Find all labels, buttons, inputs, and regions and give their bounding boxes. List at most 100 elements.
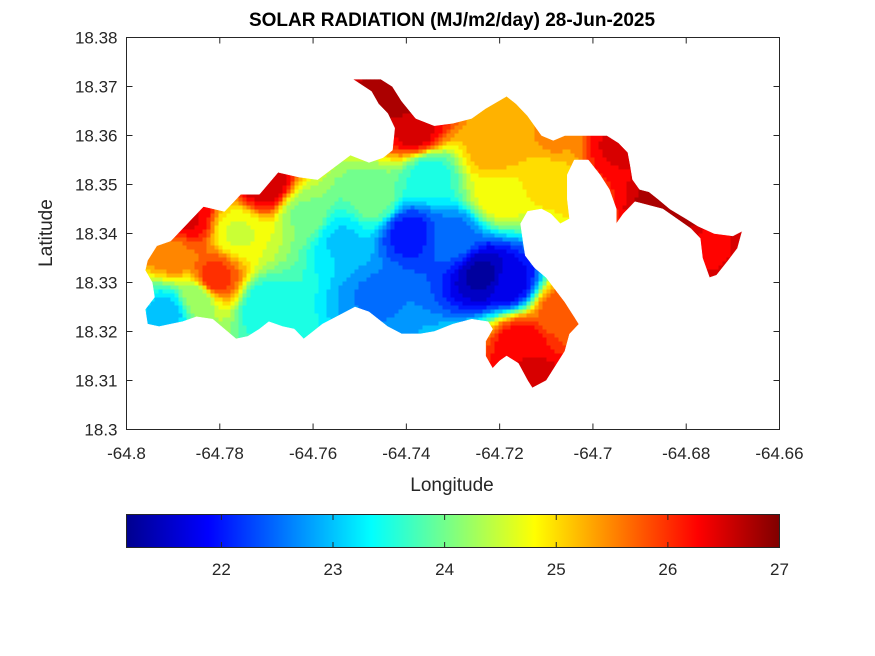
field-cell bbox=[406, 133, 411, 138]
field-cell bbox=[622, 153, 627, 158]
field-cell bbox=[578, 145, 583, 150]
field-cell bbox=[430, 125, 435, 130]
field-cell bbox=[378, 85, 383, 90]
field-cell bbox=[466, 117, 471, 122]
field-cell bbox=[426, 137, 431, 142]
field-cell bbox=[554, 149, 559, 154]
field-cell bbox=[458, 145, 463, 150]
field-cell bbox=[558, 141, 563, 146]
field-cell bbox=[510, 121, 515, 126]
field-cell bbox=[486, 113, 491, 118]
field-cell bbox=[458, 153, 463, 158]
field-cell bbox=[358, 157, 363, 162]
field-cell bbox=[390, 97, 395, 102]
field-cell bbox=[498, 153, 503, 158]
field-cell bbox=[502, 113, 507, 118]
field-cell bbox=[370, 79, 375, 82]
field-cell bbox=[490, 149, 495, 154]
field-cell bbox=[482, 145, 487, 150]
field-cell bbox=[438, 145, 443, 150]
field-cell bbox=[358, 81, 363, 86]
field-cell bbox=[490, 125, 495, 130]
field-cell bbox=[450, 145, 455, 150]
field-cell bbox=[590, 141, 595, 146]
field-cell bbox=[434, 125, 439, 130]
field-cell bbox=[514, 145, 519, 150]
field-cell bbox=[398, 101, 403, 106]
field-cell bbox=[578, 149, 583, 154]
field-cell bbox=[402, 153, 407, 158]
field-cell bbox=[414, 141, 419, 146]
field-cell bbox=[466, 145, 471, 150]
field-cell bbox=[394, 93, 399, 98]
field-cell bbox=[414, 153, 419, 158]
field-cell bbox=[394, 105, 399, 110]
field-cell bbox=[494, 125, 499, 130]
field-cell bbox=[466, 125, 471, 130]
field-cell bbox=[374, 81, 379, 86]
field-cell bbox=[450, 125, 455, 130]
field-cell bbox=[514, 117, 519, 122]
field-cell bbox=[398, 141, 403, 146]
field-cell bbox=[414, 149, 419, 154]
field-cell bbox=[598, 141, 603, 146]
field-cell bbox=[506, 109, 511, 114]
field-cell bbox=[478, 133, 483, 138]
field-cell bbox=[494, 149, 499, 154]
field-cell bbox=[462, 129, 467, 134]
field-cell bbox=[538, 145, 543, 150]
field-cell bbox=[426, 125, 431, 130]
field-cell bbox=[598, 137, 603, 142]
field-cell bbox=[558, 153, 563, 158]
field-cell bbox=[602, 149, 607, 154]
field-cell bbox=[534, 141, 539, 146]
field-cell bbox=[486, 141, 491, 146]
field-cell bbox=[366, 81, 371, 86]
field-cell bbox=[406, 125, 411, 130]
field-cell bbox=[614, 145, 619, 150]
field-cell bbox=[454, 133, 459, 138]
field-cell bbox=[438, 129, 443, 134]
field-cell bbox=[574, 153, 579, 158]
field-cell bbox=[394, 117, 399, 122]
field-cell bbox=[494, 121, 499, 126]
field-cell bbox=[386, 157, 391, 162]
field-cell bbox=[470, 125, 475, 130]
field-cell bbox=[418, 157, 423, 162]
field-cell bbox=[502, 109, 507, 114]
field-cell bbox=[466, 121, 471, 126]
field-cell bbox=[434, 153, 439, 158]
field-cell bbox=[390, 89, 395, 94]
field-cell bbox=[482, 109, 487, 114]
field-cell bbox=[358, 79, 363, 82]
field-cell bbox=[586, 149, 591, 154]
field-cell bbox=[526, 145, 531, 150]
field-cell bbox=[510, 153, 515, 158]
field-cell bbox=[606, 153, 611, 158]
field-cell bbox=[406, 113, 411, 118]
field-cell bbox=[522, 153, 527, 158]
field-cell bbox=[398, 129, 403, 134]
field-cell bbox=[430, 141, 435, 146]
field-cell bbox=[398, 109, 403, 114]
field-cell bbox=[498, 137, 503, 142]
field-cell bbox=[398, 149, 403, 154]
field-cell bbox=[506, 105, 511, 110]
field-cell bbox=[478, 153, 483, 158]
field-cell bbox=[434, 133, 439, 138]
field-cell bbox=[454, 129, 459, 134]
field-cell bbox=[530, 149, 535, 154]
field-cell bbox=[386, 93, 391, 98]
field-cell bbox=[450, 137, 455, 142]
field-cell bbox=[478, 129, 483, 134]
field-cell bbox=[606, 137, 611, 142]
field-cell bbox=[406, 121, 411, 126]
field-cell bbox=[598, 153, 603, 158]
field-cell bbox=[558, 137, 563, 142]
field-cell bbox=[382, 81, 387, 86]
field-cell bbox=[522, 125, 527, 130]
field-cell bbox=[570, 149, 575, 154]
field-cell bbox=[530, 141, 535, 146]
field-cell bbox=[410, 121, 415, 126]
